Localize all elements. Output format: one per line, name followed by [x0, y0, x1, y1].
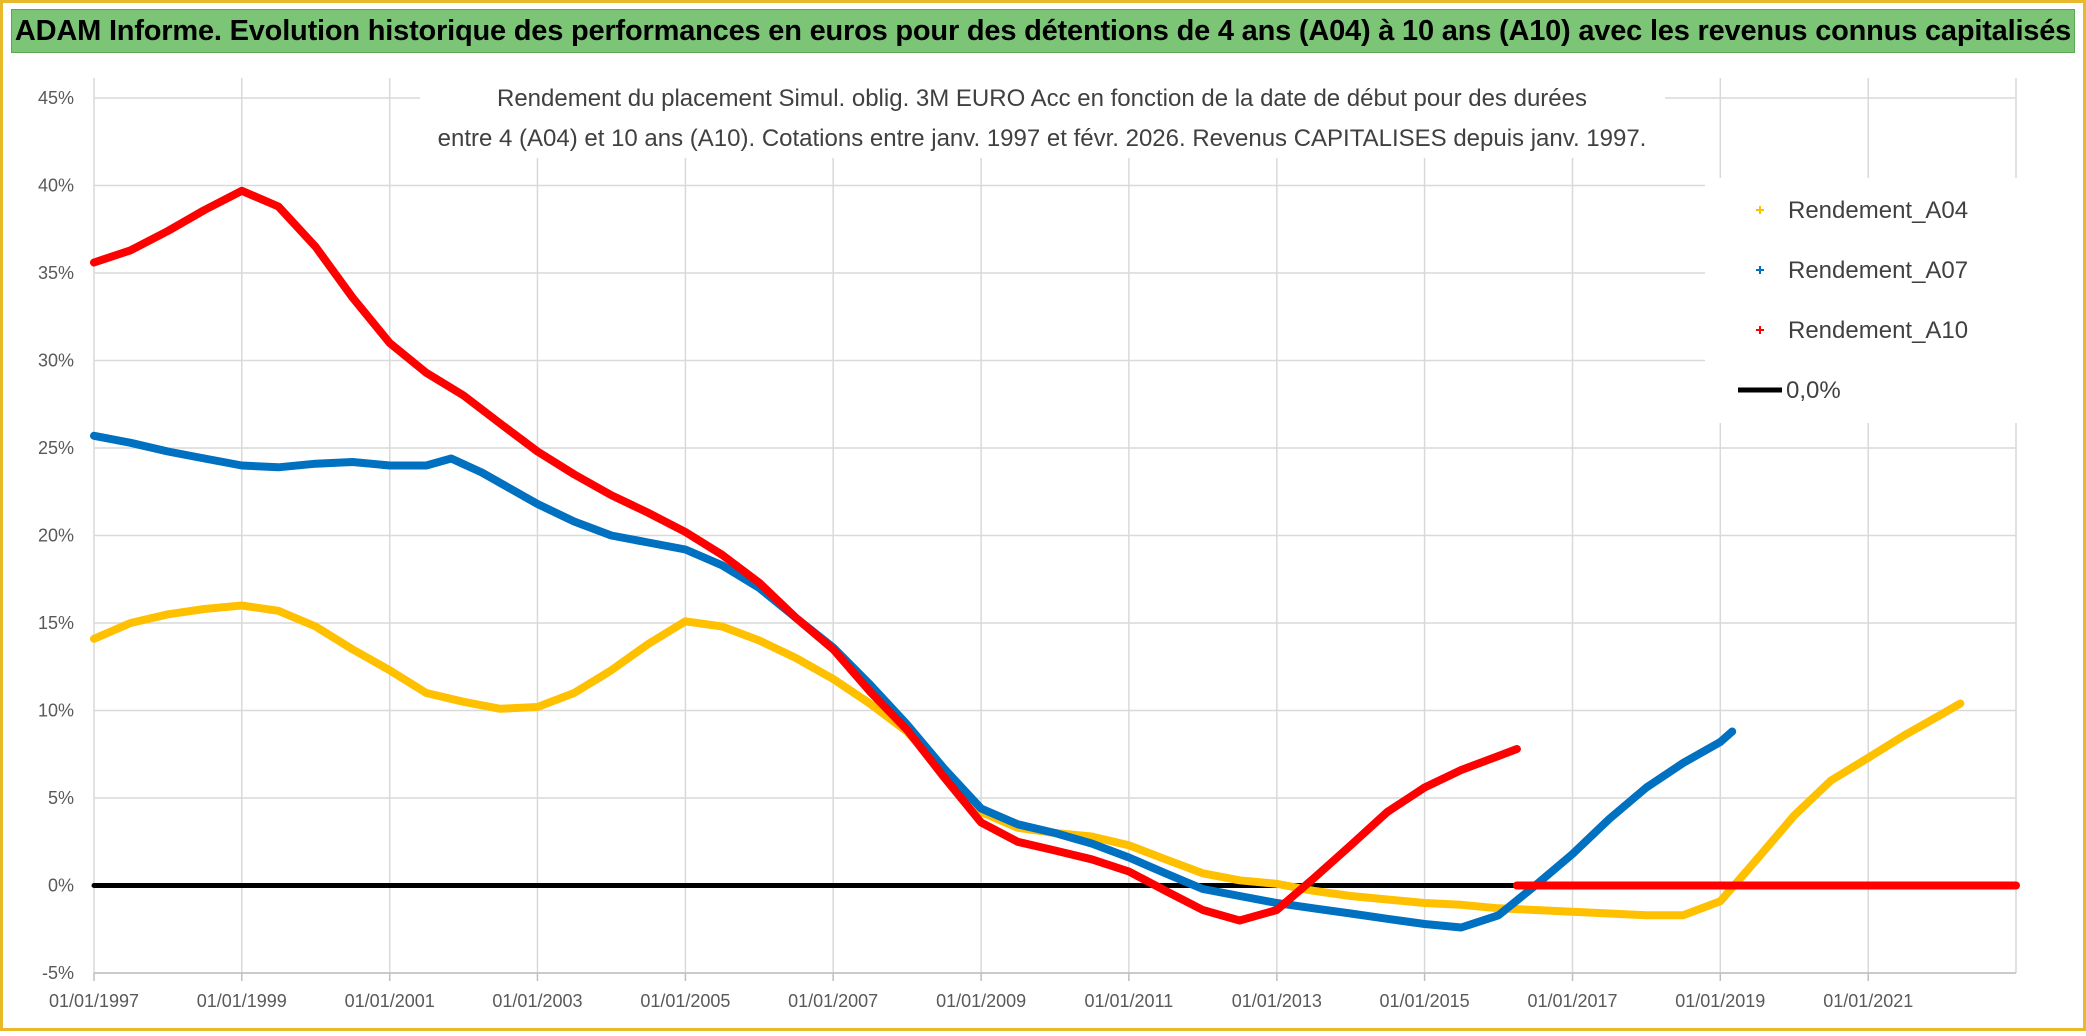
x-tick-label: 01/01/2009: [936, 991, 1026, 1011]
report-banner: ADAM Informe. Evolution historique des p…: [11, 9, 2075, 53]
series-layer: [90, 186, 2020, 932]
legend-marker-rendement-a07: [1756, 266, 1764, 274]
legend-marker-rendement-a04: [1756, 206, 1764, 214]
report-title: ADAM Informe. Evolution historique des p…: [14, 14, 2072, 47]
x-tick-label: 01/01/1997: [49, 991, 139, 1011]
legend: Rendement_A04 Rendement_A07 Rendement_A10 0…: [1705, 178, 2020, 423]
x-tick-label: 01/01/2011: [1084, 991, 1173, 1011]
x-tick-label: 01/01/1999: [197, 991, 287, 1011]
y-tick-label: 10%: [38, 701, 74, 721]
chart-title-background: [420, 74, 1665, 158]
legend-label: Rendement_A04: [1788, 197, 1968, 224]
y-tick-label: 0%: [48, 876, 74, 896]
chart-title-line-1: Rendement du placement Simul. oblig. 3M …: [497, 85, 1587, 112]
x-tick-label: 01/01/2021: [1823, 991, 1913, 1011]
x-tick-label: 01/01/2015: [1380, 991, 1470, 1011]
chart-title-block: Rendement du placement Simul. oblig. 3M …: [420, 74, 1665, 158]
axis-layer: -5% 0% 5% 10% 15% 20% 25% 30% 35% 40% 45% 01/01/199…: [38, 88, 2016, 1011]
series-rendement-a10-line: [90, 186, 1521, 925]
x-tick-label: 01/01/2007: [788, 991, 878, 1011]
x-tick-label: 01/01/2001: [345, 991, 435, 1011]
y-tick-label: -5%: [42, 963, 74, 983]
chart-title-line-2: entre 4 (A04) et 10 ans (A10). Cotations…: [438, 125, 1647, 152]
y-tick-label: 25%: [38, 438, 74, 458]
legend-marker-rendement-a10: [1756, 326, 1764, 334]
legend-label: Rendement_A07: [1788, 257, 1968, 284]
y-tick-label: 45%: [38, 88, 74, 108]
x-tick-label: 01/01/2017: [1527, 991, 1617, 1011]
x-tick-label: 01/01/2005: [640, 991, 730, 1011]
y-tick-label: 5%: [48, 788, 74, 808]
legend-label: Rendement_A10: [1788, 317, 1968, 344]
y-tick-label: 20%: [38, 526, 74, 546]
y-tick-label: 35%: [38, 263, 74, 283]
y-tick-label: 40%: [38, 176, 74, 196]
legend-label: 0,0%: [1786, 377, 1841, 404]
x-tick-label: 01/01/2013: [1232, 991, 1322, 1011]
x-tick-label: 01/01/2003: [492, 991, 582, 1011]
y-tick-label: 15%: [38, 613, 74, 633]
legend-background: [1705, 178, 2020, 423]
series-rendement-a07-line: [90, 431, 1737, 932]
y-tick-label: 30%: [38, 351, 74, 371]
x-tick-label: 01/01/2019: [1675, 991, 1765, 1011]
